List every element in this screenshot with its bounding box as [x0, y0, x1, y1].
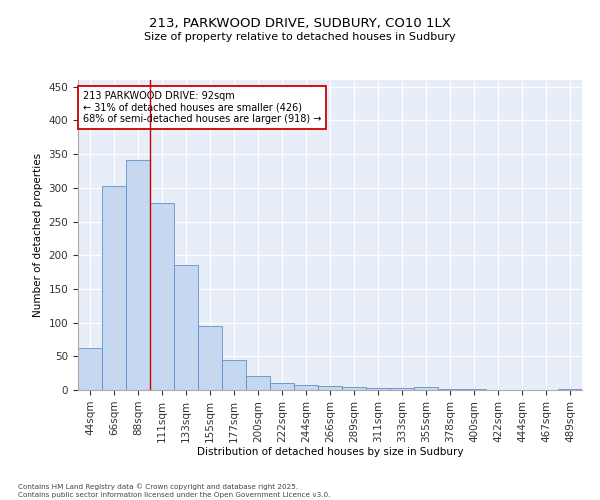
Bar [246, 376, 270, 390]
Bar [150, 202, 174, 390]
Bar [438, 388, 462, 390]
Bar [342, 386, 366, 390]
Text: Contains HM Land Registry data © Crown copyright and database right 2025.
Contai: Contains HM Land Registry data © Crown c… [18, 484, 331, 498]
Bar [222, 360, 246, 390]
Bar [174, 266, 198, 390]
Text: 213 PARKWOOD DRIVE: 92sqm
← 31% of detached houses are smaller (426)
68% of semi: 213 PARKWOOD DRIVE: 92sqm ← 31% of detac… [83, 91, 322, 124]
Text: 213, PARKWOOD DRIVE, SUDBURY, CO10 1LX: 213, PARKWOOD DRIVE, SUDBURY, CO10 1LX [149, 18, 451, 30]
Bar [366, 388, 390, 390]
Bar [414, 388, 438, 390]
Y-axis label: Number of detached properties: Number of detached properties [33, 153, 43, 317]
Bar [270, 382, 294, 390]
Text: Size of property relative to detached houses in Sudbury: Size of property relative to detached ho… [144, 32, 456, 42]
Bar [78, 348, 102, 390]
Bar [126, 160, 150, 390]
Bar [198, 326, 222, 390]
Bar [558, 388, 582, 390]
Bar [390, 388, 414, 390]
Bar [294, 386, 318, 390]
X-axis label: Distribution of detached houses by size in Sudbury: Distribution of detached houses by size … [197, 448, 463, 458]
Bar [102, 186, 126, 390]
Bar [318, 386, 342, 390]
